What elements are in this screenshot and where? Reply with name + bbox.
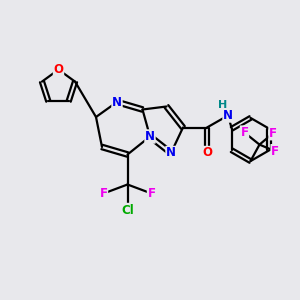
Text: F: F (241, 126, 248, 139)
Text: O: O (202, 146, 212, 160)
Text: N: N (112, 95, 122, 109)
Text: Cl: Cl (121, 203, 134, 217)
Text: F: F (148, 187, 155, 200)
Text: F: F (271, 145, 279, 158)
Text: N: N (145, 130, 155, 143)
Text: O: O (53, 63, 64, 76)
Text: H: H (218, 100, 227, 110)
Text: F: F (269, 127, 277, 140)
Text: F: F (100, 187, 107, 200)
Text: N: N (223, 109, 233, 122)
Text: N: N (166, 146, 176, 160)
